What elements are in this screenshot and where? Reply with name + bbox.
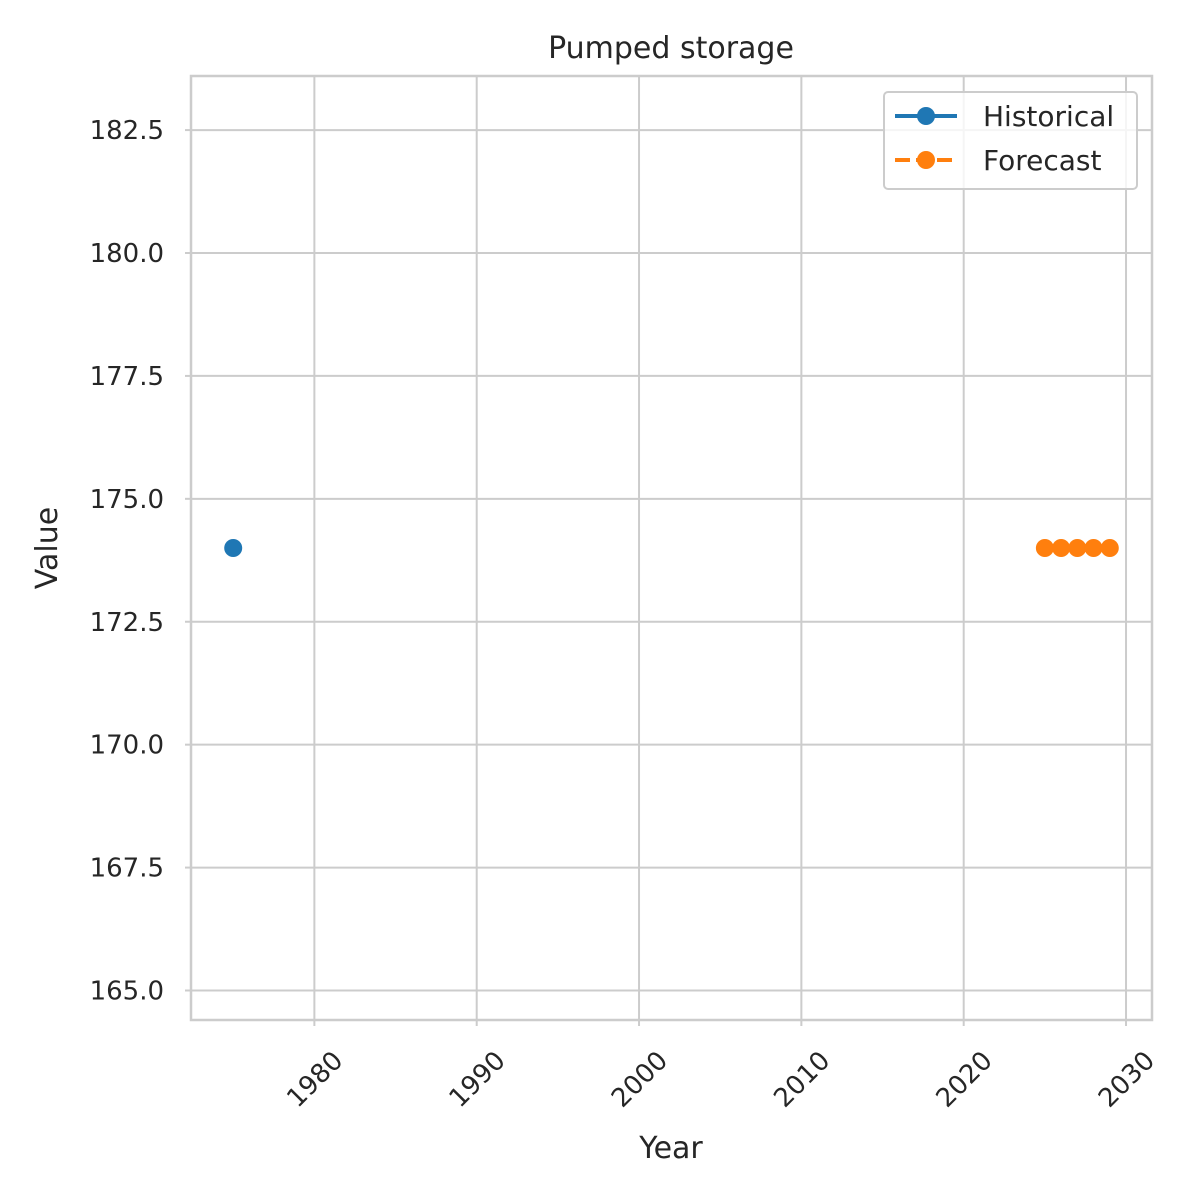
y-tick-label: 182.5 bbox=[90, 116, 164, 146]
data-point bbox=[1052, 539, 1071, 557]
y-tick-label: 167.5 bbox=[90, 854, 164, 884]
y-tick-label: 177.5 bbox=[90, 362, 164, 392]
chart-title: Pumped storage bbox=[548, 31, 794, 66]
series-forecast bbox=[1035, 539, 1119, 557]
legend-item-historical: Historical bbox=[895, 100, 1114, 133]
legend-marker bbox=[917, 107, 935, 125]
y-tick-label: 165.0 bbox=[90, 977, 164, 1007]
y-axis-ticks: 165.0 167.5 170.0 172.5 175.0 177.5 180.0 182.5 bbox=[90, 116, 191, 1007]
series-historical bbox=[224, 539, 243, 557]
y-tick-label: 170.0 bbox=[90, 731, 164, 761]
data-point bbox=[1035, 539, 1054, 557]
y-tick-label: 175.0 bbox=[90, 485, 164, 515]
plot-frame bbox=[189, 74, 1154, 1022]
data-point bbox=[224, 539, 243, 557]
y-axis-label: Value bbox=[30, 507, 65, 589]
legend-label: Historical bbox=[983, 100, 1114, 133]
legend-label: Forecast bbox=[983, 144, 1102, 177]
data-point bbox=[1084, 539, 1103, 557]
grid bbox=[191, 76, 1152, 1020]
legend-marker bbox=[917, 151, 935, 169]
y-tick-label: 180.0 bbox=[90, 239, 164, 269]
legend-item-forecast: Forecast bbox=[895, 144, 1102, 177]
series-layer bbox=[224, 539, 1119, 557]
y-tick-label: 172.5 bbox=[90, 608, 164, 638]
legend: Historical Forecast bbox=[883, 91, 1138, 190]
data-point bbox=[1068, 539, 1087, 557]
data-point bbox=[1100, 539, 1119, 557]
x-axis-label: Year bbox=[638, 1131, 703, 1166]
